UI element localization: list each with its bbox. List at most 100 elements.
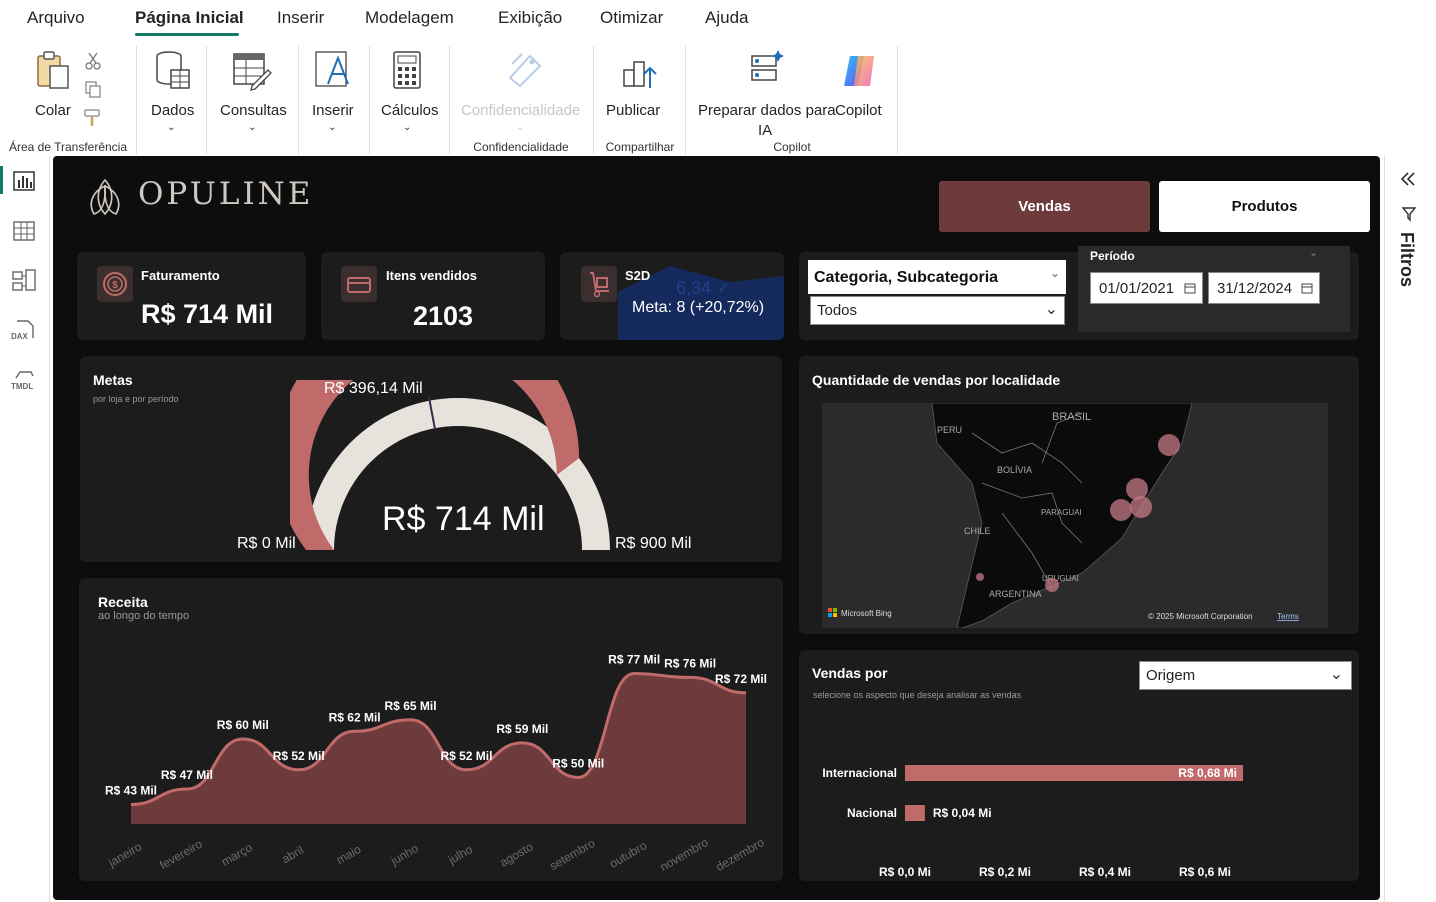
- group-area-transferencia: Área de Transferência: [8, 140, 128, 154]
- map-bubbles: [976, 434, 1180, 592]
- data-label: R$ 72 Mil: [715, 672, 767, 686]
- publicar-button[interactable]: Publicar: [606, 48, 672, 132]
- inserir-label: Inserir: [312, 102, 354, 119]
- active-tab-underline: [135, 33, 239, 36]
- chevron-down-icon[interactable]: ⌄: [1309, 247, 1319, 259]
- ribbon-separator: [298, 46, 299, 154]
- periodo-title: Período: [1090, 249, 1135, 263]
- tmdl-view-icon[interactable]: TMDL: [11, 368, 37, 394]
- metas-subtitle: por loja e por período: [93, 394, 179, 404]
- menu-pagina-inicial[interactable]: Página Inicial: [135, 8, 244, 27]
- x-axis-tick-label: R$ 0,0 Mi: [879, 865, 931, 879]
- menu-otimizar[interactable]: Otimizar: [600, 8, 664, 27]
- metas-gauge[interactable]: [290, 380, 640, 560]
- dados-button[interactable]: Dados ⌄: [146, 48, 198, 133]
- dax-label: DAX: [11, 332, 28, 341]
- bubble-map[interactable]: BRASIL PERU BOLÍVIA CHILE PARAGUAI URUGU…: [822, 403, 1328, 628]
- menu-bar: Arquivo Página Inicial Inserir Modelagem…: [0, 0, 1436, 40]
- group-copilot: Copilot: [773, 140, 811, 154]
- svg-text:$: $: [112, 280, 118, 291]
- confidencialidade-label: Confidencialidade: [461, 102, 581, 119]
- map-bubble[interactable]: [1158, 434, 1180, 456]
- map-borders: [971, 412, 1083, 589]
- receita-area-chart[interactable]: R$ 43 Mil R$ 47 Mil R$ 60 Mil R$ 52 Mil R$ 6…: [79, 578, 783, 881]
- menu-ajuda[interactable]: Ajuda: [705, 8, 749, 27]
- map-bubble[interactable]: [1045, 578, 1059, 592]
- expand-left-icon[interactable]: [1399, 170, 1417, 188]
- dados-label: Dados: [151, 102, 195, 119]
- copilot-button[interactable]: Copilot: [832, 48, 890, 132]
- map-label-brasil: BRASIL: [1052, 411, 1091, 423]
- menu-inserir[interactable]: Inserir: [277, 8, 325, 27]
- bar[interactable]: [905, 765, 1243, 781]
- chevron-down-icon: ⌄: [403, 122, 412, 133]
- cut-icon[interactable]: [84, 52, 102, 70]
- filters-pane-collapsed[interactable]: [1384, 156, 1436, 902]
- map-label-paraguai: PARAGUAI: [1041, 508, 1082, 517]
- menu-exibicao[interactable]: Exibição: [498, 8, 563, 27]
- view-switcher-bar: DAX TMDL: [0, 156, 50, 902]
- bar-category-label: Internacional: [822, 766, 897, 780]
- map-bubble[interactable]: [976, 573, 984, 581]
- gauge-max-label: R$ 900 Mil: [615, 535, 692, 552]
- nav-vendas-button[interactable]: Vendas: [939, 181, 1150, 232]
- data-label: R$ 65 Mil: [385, 699, 437, 713]
- x-axis-tick-label: outubro: [607, 838, 650, 871]
- preparar-dados-ia-button[interactable]: Preparar dados para IA: [696, 48, 836, 139]
- colar-button[interactable]: Colar: [28, 50, 78, 119]
- model-view-icon[interactable]: [11, 268, 37, 294]
- copy-icon[interactable]: [84, 80, 102, 98]
- x-axis-tick-label: maio: [334, 842, 364, 867]
- data-label: R$ 60 Mil: [217, 718, 269, 732]
- data-label: R$ 47 Mil: [161, 768, 213, 782]
- date-start-input[interactable]: 01/01/2021: [1090, 272, 1203, 304]
- menu-arquivo[interactable]: Arquivo: [27, 8, 85, 27]
- menu-modelagem[interactable]: Modelagem: [365, 8, 454, 27]
- consultas-button[interactable]: Consultas ⌄: [218, 48, 288, 133]
- vendas-por-bar-chart[interactable]: Internacional R$ 0,68 Mi Nacional R$ 0,04 M…: [799, 740, 1359, 881]
- categoria-dropdown[interactable]: Todos ⌄: [810, 296, 1065, 325]
- inserir-button[interactable]: Inserir ⌄: [308, 48, 360, 133]
- map-terms-link[interactable]: Terms: [1277, 612, 1299, 621]
- date-end-input[interactable]: 31/12/2024: [1208, 272, 1320, 304]
- ribbon: Colar Área de Transferência Dados ⌄ Cons…: [0, 40, 1436, 156]
- map-label-uruguai: URUGUAI: [1042, 574, 1079, 583]
- x-axis-tick-label: abril: [279, 843, 306, 866]
- calendar-icon[interactable]: [1184, 282, 1196, 294]
- opuline-logo-icon: [90, 178, 120, 216]
- calculos-button[interactable]: Cálculos ⌄: [378, 48, 440, 133]
- receita-subtitle: ao longo do tempo: [98, 610, 190, 622]
- ribbon-separator: [136, 46, 137, 154]
- bar[interactable]: [905, 805, 925, 821]
- kpi-itens-value: 2103: [413, 301, 474, 331]
- report-view-icon[interactable]: [11, 168, 37, 194]
- map-label-bolivia: BOLÍVIA: [997, 465, 1032, 475]
- filtros-label[interactable]: Filtros: [1397, 232, 1417, 288]
- bar-value-label: R$ 0,68 Mi: [1178, 766, 1237, 780]
- map-bubble[interactable]: [1130, 496, 1152, 518]
- confidencialidade-button[interactable]: Confidencialidade ⌄: [460, 48, 584, 133]
- data-label: R$ 77 Mil: [608, 653, 660, 667]
- map-label-chile: CHILE: [964, 526, 991, 536]
- filter-icon: [1401, 207, 1417, 222]
- vendas-por-dropdown[interactable]: Origem ⌄: [1139, 661, 1352, 690]
- credit-card-icon: [341, 266, 377, 302]
- format-painter-icon[interactable]: [83, 108, 103, 128]
- publish-icon: [623, 61, 657, 88]
- date-start-value: 01/01/2021: [1099, 279, 1175, 297]
- chevron-down-icon: ⌄: [1044, 301, 1058, 318]
- gauge-fill: [290, 380, 580, 550]
- hand-truck-icon: [581, 266, 617, 302]
- dax-query-icon[interactable]: DAX: [11, 318, 37, 344]
- kpi-itens-title: Itens vendidos: [386, 268, 478, 283]
- x-axis-tick-label: novembro: [657, 835, 710, 874]
- table-view-icon[interactable]: [11, 218, 37, 244]
- consultas-label: Consultas: [220, 102, 287, 119]
- kpi-faturamento-value: R$ 714 Mil: [141, 299, 274, 329]
- map-bubble[interactable]: [1126, 478, 1148, 500]
- x-axis-tick-label: R$ 0,6 Mi: [1179, 865, 1231, 879]
- calendar-icon[interactable]: [1301, 282, 1313, 294]
- kpi-s2d-title: S2D: [625, 268, 651, 283]
- map-bubble[interactable]: [1110, 499, 1132, 521]
- nav-produtos-button[interactable]: Produtos: [1159, 181, 1370, 232]
